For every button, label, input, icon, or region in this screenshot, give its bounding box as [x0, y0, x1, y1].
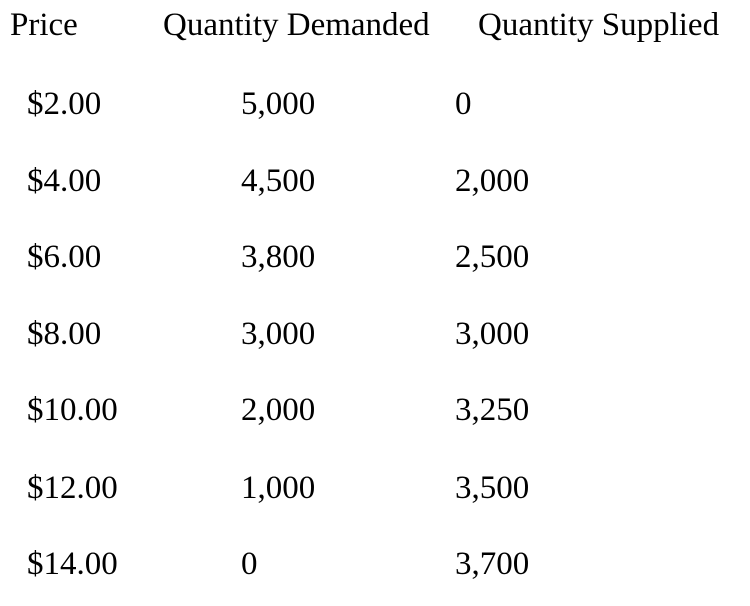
row-4-price: $8.00: [27, 316, 102, 352]
row-7-quantity-supplied: 3,700: [455, 546, 530, 582]
header-price: Price: [10, 7, 78, 43]
row-5-quantity-demanded: 2,000: [241, 392, 316, 428]
header-quantity-demanded: Quantity Demanded: [163, 7, 430, 43]
row-1-price: $2.00: [27, 86, 102, 122]
row-2-price: $4.00: [27, 163, 102, 199]
row-2-quantity-demanded: 4,500: [241, 163, 316, 199]
row-7-price: $14.00: [27, 546, 118, 582]
row-3-price: $6.00: [27, 239, 102, 275]
row-5-price: $10.00: [27, 392, 118, 428]
row-4-quantity-supplied: 3,000: [455, 316, 530, 352]
row-3-quantity-demanded: 3,800: [241, 239, 316, 275]
row-1-quantity-demanded: 5,000: [241, 86, 316, 122]
row-6-quantity-supplied: 3,500: [455, 470, 530, 506]
row-4-quantity-demanded: 3,000: [241, 316, 316, 352]
row-2-quantity-supplied: 2,000: [455, 163, 530, 199]
row-6-quantity-demanded: 1,000: [241, 470, 316, 506]
row-5-quantity-supplied: 3,250: [455, 392, 530, 428]
row-7-quantity-demanded: 0: [241, 546, 258, 582]
header-quantity-supplied: Quantity Supplied: [478, 7, 720, 43]
row-3-quantity-supplied: 2,500: [455, 239, 530, 275]
row-6-price: $12.00: [27, 470, 118, 506]
row-1-quantity-supplied: 0: [455, 86, 472, 122]
